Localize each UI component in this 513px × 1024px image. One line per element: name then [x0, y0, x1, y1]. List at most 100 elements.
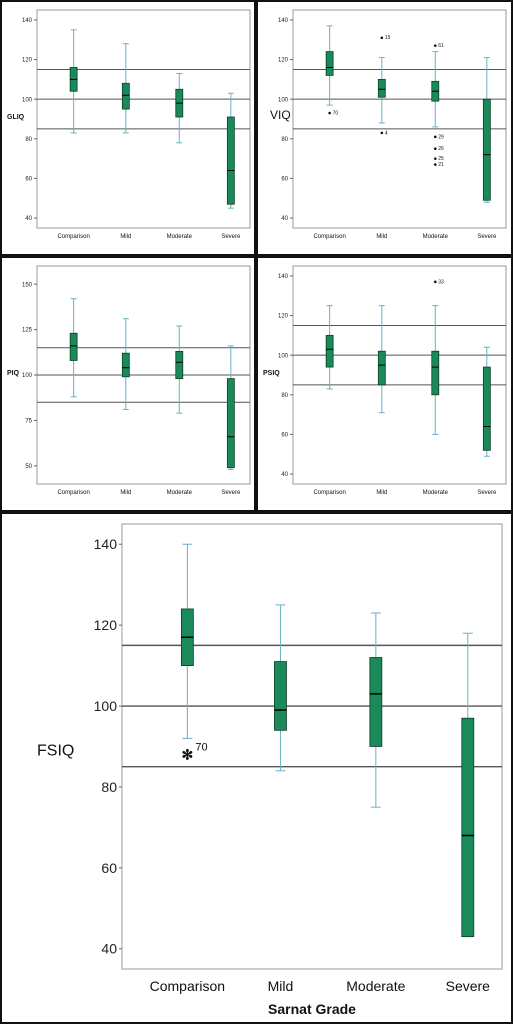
outlier-label: 21: [438, 162, 444, 168]
outlier-marker: [433, 157, 437, 160]
plot-frame: [292, 9, 507, 229]
x-category-label: Moderate: [167, 490, 193, 496]
y-tick-label: 75: [25, 419, 32, 425]
box: [121, 352, 130, 378]
panel-fsiq: 40 60 80 100 120 140 FSIQ Comparison Mild Moderat…: [0, 512, 513, 1024]
outlier-label: 70: [195, 742, 207, 754]
y-tick-label: 100: [278, 353, 289, 359]
outlier-label: 29: [438, 134, 444, 140]
box: [377, 350, 386, 386]
y-axis-label: GLIQ: [7, 114, 25, 121]
outlier-marker: [433, 135, 437, 139]
box: [274, 661, 287, 731]
x-category-label: Mild: [376, 234, 387, 240]
box: [431, 350, 440, 396]
y-tick-label: 40: [281, 472, 288, 478]
x-category-label: Comparison: [313, 490, 345, 496]
x-category-label: Comparison: [313, 234, 345, 240]
y-tick-label: 40: [101, 941, 117, 957]
chart-psiq: 40 60 80 100 120 140 PSIQ Comparison Mild Moderat…: [263, 265, 507, 496]
y-tick-label: 50: [25, 464, 32, 470]
y-tick-label: 60: [281, 433, 288, 439]
y-axis-label: PIQ: [7, 370, 20, 377]
box: [175, 350, 184, 380]
y-tick-label: 120: [94, 617, 118, 633]
y-tick-label: 60: [101, 860, 117, 876]
y-axis-label: PSIQ: [263, 370, 280, 377]
box: [482, 98, 491, 201]
box: [325, 51, 334, 76]
outlier-label: 70: [333, 111, 339, 117]
x-category-label: Mild: [376, 490, 387, 496]
x-category-label: Comparison: [57, 234, 89, 240]
plot-frame: [292, 265, 507, 485]
box: [226, 116, 235, 205]
chart-piq: 50 75 100 125 150 PIQ Comparison Mild Moderate Se…: [7, 265, 251, 496]
panel-psiq: 40 60 80 100 120 140 PSIQ Comparison Mild Moderat…: [256, 256, 513, 512]
x-category-label: Mild: [120, 490, 131, 496]
outlier-marker: [328, 111, 331, 115]
y-tick-label: 80: [25, 137, 32, 143]
box: [69, 332, 78, 361]
chart-viq: 40 60 80 100 120 140 VIQ Comparison Mild Moderate…: [270, 9, 507, 240]
y-tick-label: 120: [22, 58, 33, 64]
plot-frame: [36, 9, 251, 229]
y-tick-label: 100: [278, 97, 289, 103]
y-tick-label: 150: [22, 282, 33, 288]
y-tick-label: 80: [281, 393, 288, 399]
x-category-label: Mild: [120, 234, 131, 240]
y-axis-label: VIQ: [270, 108, 291, 122]
y-tick-label: 60: [25, 177, 32, 183]
box: [461, 717, 475, 938]
outlier-marker: [433, 147, 437, 151]
outlier-marker: [433, 280, 437, 284]
x-category-label: Severe: [221, 490, 241, 496]
box: [482, 366, 491, 451]
y-tick-label: 60: [281, 177, 288, 183]
x-category-label: Moderate: [423, 234, 449, 240]
x-category-label: Mild: [268, 978, 294, 994]
panel-gliq: 40 60 80 100 120 140 GLIQ Comparison Mild Moderat…: [0, 0, 256, 256]
box: [226, 378, 235, 469]
y-tick-label: 40: [281, 216, 288, 222]
x-category-label: Severe: [221, 234, 241, 240]
x-category-label: Comparison: [150, 978, 225, 994]
y-tick-label: 100: [22, 97, 33, 103]
x-category-label: Moderate: [346, 978, 405, 994]
outlier-label: 4: [385, 130, 388, 136]
x-category-label: Severe: [477, 490, 497, 496]
y-tick-label: 125: [22, 328, 33, 334]
y-tick-label: 100: [22, 373, 33, 379]
outlier-marker: [380, 131, 384, 135]
x-axis-label: Sarnat Grade: [268, 1001, 356, 1017]
box: [377, 78, 386, 98]
x-category-label: Severe: [446, 978, 491, 994]
plot-frame: [121, 523, 503, 970]
panel-viq: 40 60 80 100 120 140 VIQ Comparison Mild Moderate…: [256, 0, 513, 256]
chart-fsiq: 40 60 80 100 120 140 FSIQ Comparison Mild Moderat…: [37, 523, 503, 1017]
box: [121, 82, 130, 110]
outlier-label: 26: [438, 146, 444, 152]
y-tick-label: 120: [278, 58, 289, 64]
y-tick-label: 40: [25, 216, 32, 222]
outlier-label: 61: [438, 43, 444, 49]
y-tick-label: 80: [281, 137, 288, 143]
y-tick-label: 140: [22, 18, 33, 24]
x-category-label: Severe: [477, 234, 497, 240]
chart-gliq: 40 60 80 100 120 140 GLIQ Comparison Mild Moderat…: [7, 9, 251, 240]
y-tick-label: 80: [101, 779, 117, 795]
outlier-marker: [433, 163, 437, 166]
outlier-marker: ✻: [181, 747, 193, 763]
y-tick-label: 120: [278, 314, 289, 320]
x-category-label: Moderate: [423, 490, 449, 496]
y-tick-label: 140: [278, 18, 289, 24]
x-category-label: Comparison: [57, 490, 89, 496]
x-category-label: Moderate: [167, 234, 193, 240]
y-tick-label: 140: [94, 536, 118, 552]
outlier-label: 15: [385, 35, 391, 41]
y-axis-label: FSIQ: [37, 742, 74, 759]
box: [325, 334, 334, 368]
outlier-label: 33: [438, 279, 444, 285]
outlier-marker: [380, 36, 384, 40]
y-tick-label: 100: [94, 698, 118, 714]
